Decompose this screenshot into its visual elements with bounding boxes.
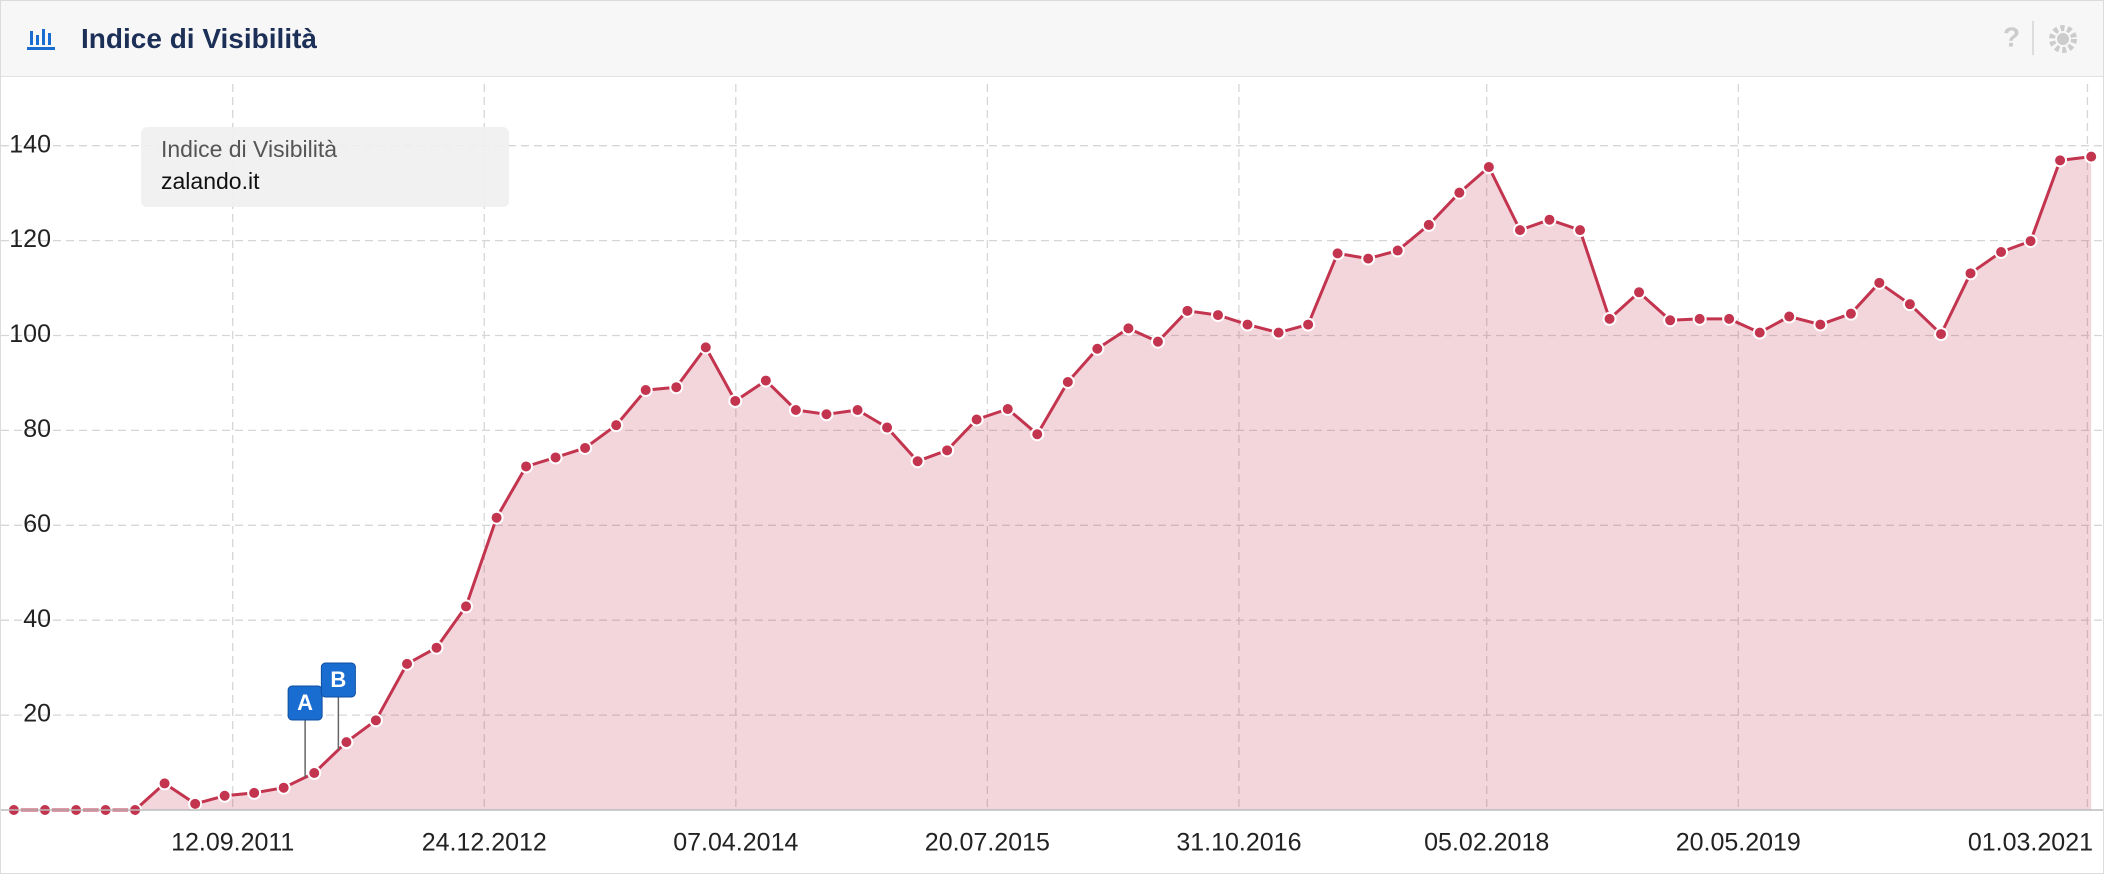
point: [1271, 325, 1286, 340]
chart: 20 40 60 80 100 120 140 12.09.2011 24.12.2012 07.…: [1, 84, 2103, 857]
point: [788, 402, 803, 417]
point: [1542, 212, 1557, 227]
point: [1602, 311, 1617, 326]
point: [400, 656, 415, 671]
point: [307, 765, 322, 780]
point: [1301, 317, 1316, 332]
point: [669, 380, 684, 395]
area: [13, 156, 2092, 811]
point: [519, 459, 534, 474]
point: [1512, 223, 1527, 238]
y-tick-label: 100: [9, 320, 51, 348]
point: [638, 383, 653, 398]
point: [1872, 275, 1887, 290]
point: [1361, 251, 1376, 266]
point: [1994, 244, 2009, 259]
point: [1150, 334, 1165, 349]
event-flag[interactable]: [320, 662, 356, 698]
x-tick-label: 24.12.2012: [422, 829, 547, 857]
point: [368, 713, 383, 728]
point: [1663, 313, 1678, 328]
point: [1752, 325, 1767, 340]
point: [1963, 266, 1978, 281]
point: [1060, 374, 1075, 389]
y-tick-label: 120: [9, 225, 51, 253]
point: [758, 373, 773, 388]
point: [969, 412, 984, 427]
x-tick-label: 05.02.2018: [1424, 829, 1549, 857]
point: [1573, 223, 1588, 238]
point: [850, 402, 865, 417]
x-tick-label: 01.03.2021: [1968, 829, 2093, 857]
point: [339, 735, 354, 750]
y-tick-label: 20: [23, 700, 51, 728]
point: [217, 788, 232, 803]
point: [459, 599, 474, 614]
settings-icon[interactable]: [2049, 25, 2077, 53]
point: [910, 454, 925, 469]
point: [1000, 402, 1015, 417]
header-tools: ?: [2003, 21, 2077, 55]
point: [609, 418, 624, 433]
point: [1090, 341, 1105, 356]
point: [157, 776, 172, 791]
header-title: Indice di Visibilità: [81, 23, 317, 54]
point: [1632, 285, 1647, 300]
point: [2084, 149, 2099, 164]
point: [1240, 317, 1255, 332]
point: [1843, 306, 1858, 321]
point: [1813, 317, 1828, 332]
point: [578, 440, 593, 455]
y-tick-label: 40: [23, 605, 51, 633]
y-tick-label: 80: [23, 415, 51, 443]
point: [2023, 234, 2038, 249]
point: [1452, 185, 1467, 200]
legend-entry: zalando.it: [161, 168, 260, 194]
x-tick-label: 20.05.2019: [1676, 829, 1801, 857]
point: [1782, 309, 1797, 324]
point: [548, 450, 563, 465]
y-tick-label: 140: [9, 130, 51, 158]
point: [940, 443, 955, 458]
point: [1330, 246, 1345, 261]
point: [2053, 153, 2068, 168]
point: [276, 780, 291, 795]
header: Indice di Visibilità ?: [1, 1, 2103, 77]
x-tick-label: 31.10.2016: [1176, 829, 1301, 857]
point: [1211, 308, 1226, 323]
point: [1692, 311, 1707, 326]
point: [1030, 427, 1045, 442]
event-flag[interactable]: [287, 685, 323, 721]
point: [1902, 297, 1917, 312]
point: [429, 640, 444, 655]
chart-icon: [27, 29, 55, 50]
point: [698, 340, 713, 355]
x-tick-label: 12.09.2011: [171, 829, 294, 857]
point: [1421, 217, 1436, 232]
legend-title: Indice di Visibilità: [161, 136, 337, 162]
event-label: A: [297, 690, 313, 715]
line: [13, 155, 2092, 812]
point: [489, 510, 504, 525]
point: [1390, 243, 1405, 258]
point: [880, 420, 895, 435]
point: [1180, 303, 1195, 318]
legend-box: [141, 127, 509, 207]
x-tick-label: 20.07.2015: [925, 829, 1050, 857]
event-label: B: [330, 667, 346, 692]
point: [188, 796, 203, 811]
help-icon[interactable]: ?: [2003, 21, 2020, 52]
point: [819, 407, 834, 422]
point: [247, 785, 262, 800]
point: [1121, 321, 1136, 336]
x-tick-label: 07.04.2014: [673, 829, 798, 857]
point: [1722, 311, 1737, 326]
y-tick-label: 60: [23, 510, 51, 538]
point: [728, 393, 743, 408]
point: [1481, 160, 1496, 175]
point: [1934, 327, 1949, 342]
